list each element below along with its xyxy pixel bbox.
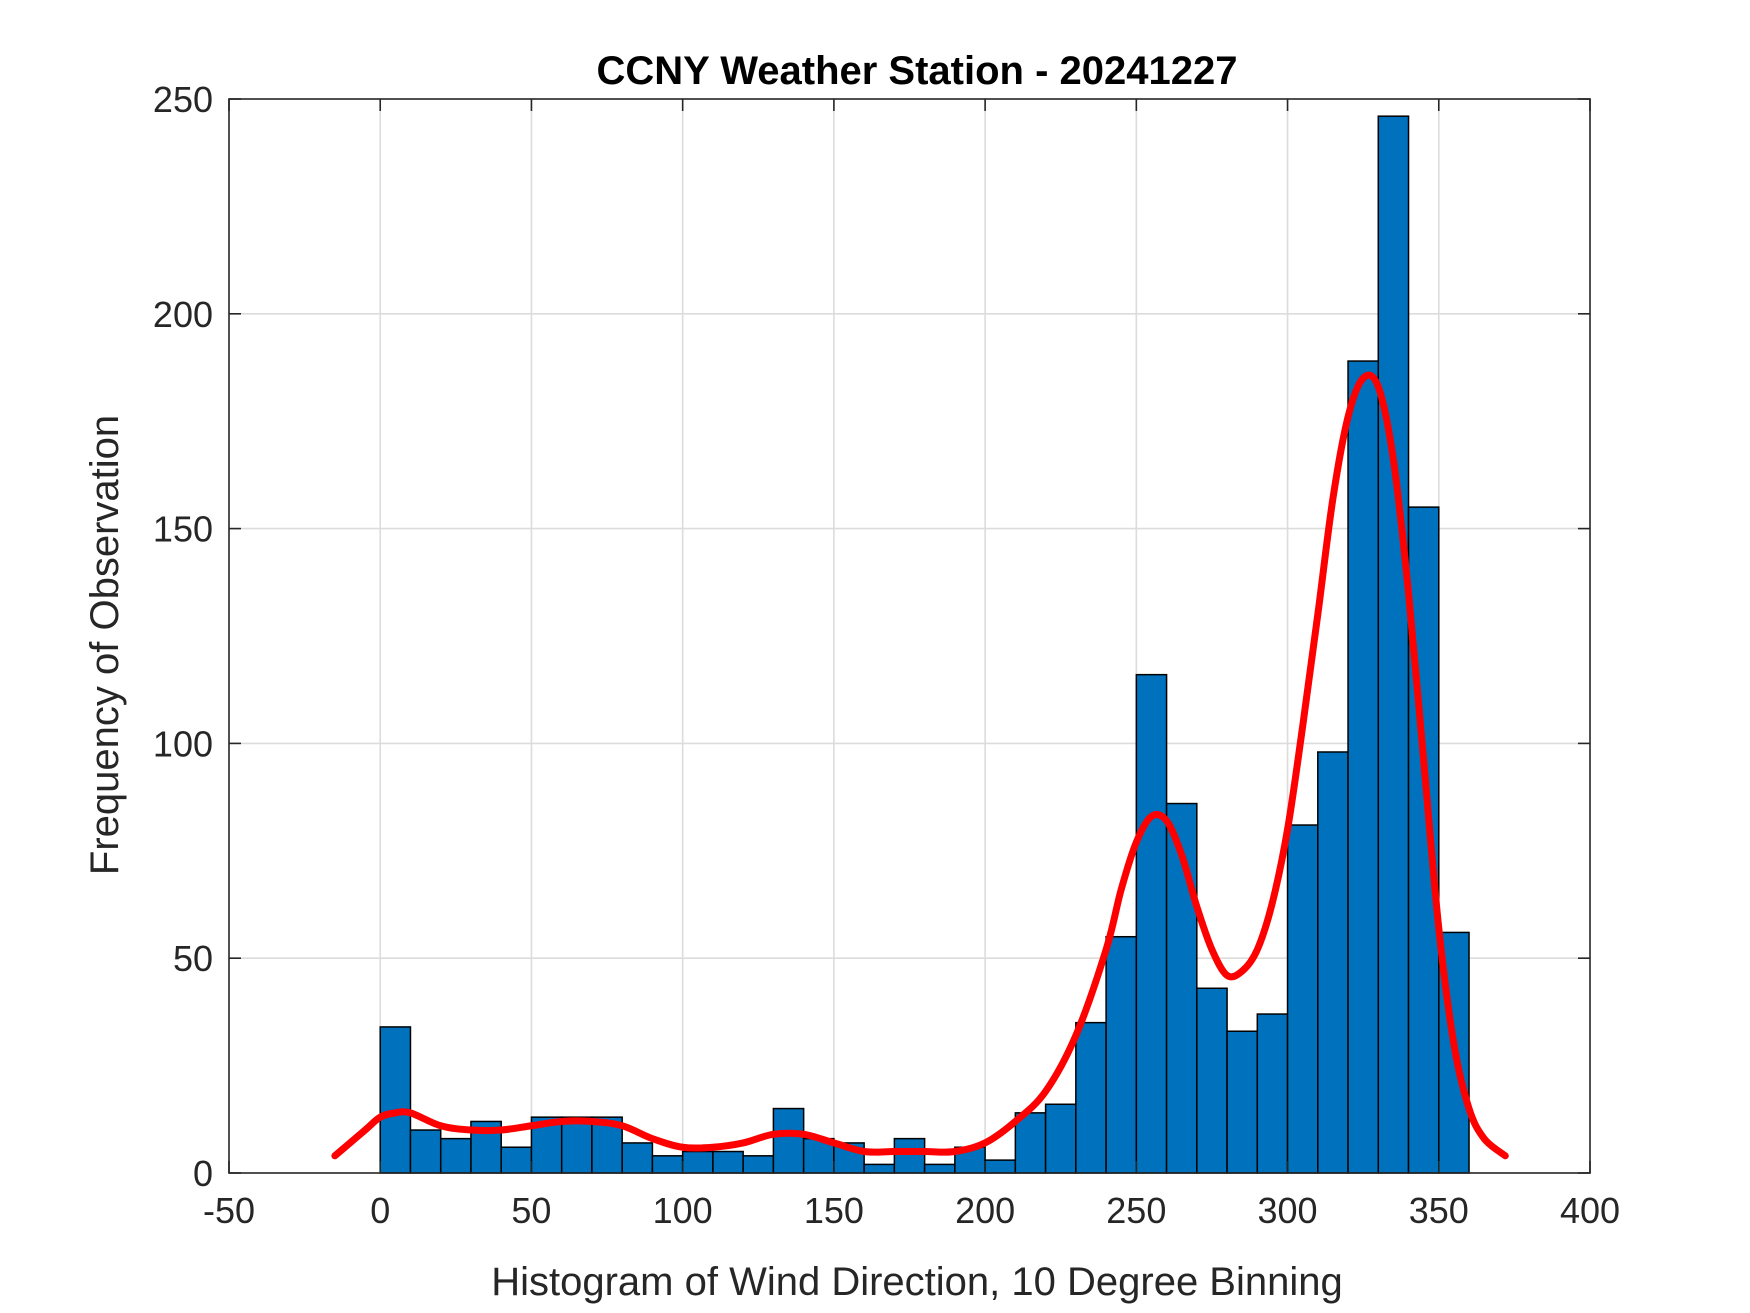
histogram-bar xyxy=(621,1142,654,1174)
histogram-bar xyxy=(379,1026,412,1174)
histogram-bar xyxy=(439,1137,472,1174)
histogram-bar xyxy=(681,1150,714,1174)
histogram-bar xyxy=(409,1129,442,1174)
x-tick-label: 300 xyxy=(1258,1190,1318,1231)
histogram-bar xyxy=(1286,824,1319,1174)
histogram-bar xyxy=(923,1163,956,1174)
x-tick-label: 100 xyxy=(653,1190,713,1231)
histogram-bar xyxy=(1347,360,1380,1174)
chart-title: CCNY Weather Station - 20241227 xyxy=(597,49,1238,93)
y-tick-label: 0 xyxy=(193,1153,213,1194)
y-axis-label: Frequency of Observation xyxy=(83,415,127,875)
x-tick-label: 250 xyxy=(1106,1190,1166,1231)
y-tick-label: 200 xyxy=(153,294,213,335)
x-tick-label: 350 xyxy=(1409,1190,1469,1231)
x-axis-label: Histogram of Wind Direction, 10 Degree B… xyxy=(491,1260,1343,1304)
histogram-bar xyxy=(1226,1030,1259,1174)
tick-labels: -50 0 50 100 150 200 250 300 350 4000501001502002… xyxy=(153,79,1620,1231)
histogram-bar xyxy=(1377,115,1410,1174)
x-tick-label: 200 xyxy=(955,1190,1015,1231)
x-tick-label: 0 xyxy=(370,1190,390,1231)
histogram-bar xyxy=(1075,1021,1107,1174)
histogram-bar xyxy=(560,1116,593,1174)
histogram-bar xyxy=(742,1155,775,1174)
histogram-bar xyxy=(1105,935,1138,1174)
histogram-bar xyxy=(500,1146,533,1174)
histogram-bar xyxy=(1135,673,1168,1174)
histogram-bar xyxy=(1317,751,1349,1174)
y-tick-label: 100 xyxy=(153,723,213,764)
histogram-bar xyxy=(893,1137,926,1174)
histogram-bar xyxy=(984,1159,1017,1174)
histogram-bar xyxy=(712,1150,744,1174)
y-tick-label: 150 xyxy=(153,509,213,550)
axes-frame xyxy=(228,98,1591,1174)
histogram-bar xyxy=(651,1155,684,1174)
x-tick-label: 50 xyxy=(511,1190,551,1231)
x-tick-label: 150 xyxy=(804,1190,864,1231)
histogram-bar xyxy=(772,1107,805,1174)
x-tick-label: 400 xyxy=(1560,1190,1620,1231)
x-tick-label: -50 xyxy=(203,1190,255,1231)
fit-curve-layer xyxy=(331,371,1509,1160)
histogram-bar xyxy=(863,1163,896,1174)
axes xyxy=(228,98,1591,1174)
y-tick-label: 50 xyxy=(173,938,213,979)
histogram-bar xyxy=(1256,1013,1289,1174)
histogram-bar xyxy=(1196,987,1228,1174)
histogram-bar xyxy=(1044,1103,1077,1174)
y-tick-label: 250 xyxy=(153,79,213,120)
histogram-bars xyxy=(379,115,1470,1174)
fit-curve-line xyxy=(331,371,1509,1160)
